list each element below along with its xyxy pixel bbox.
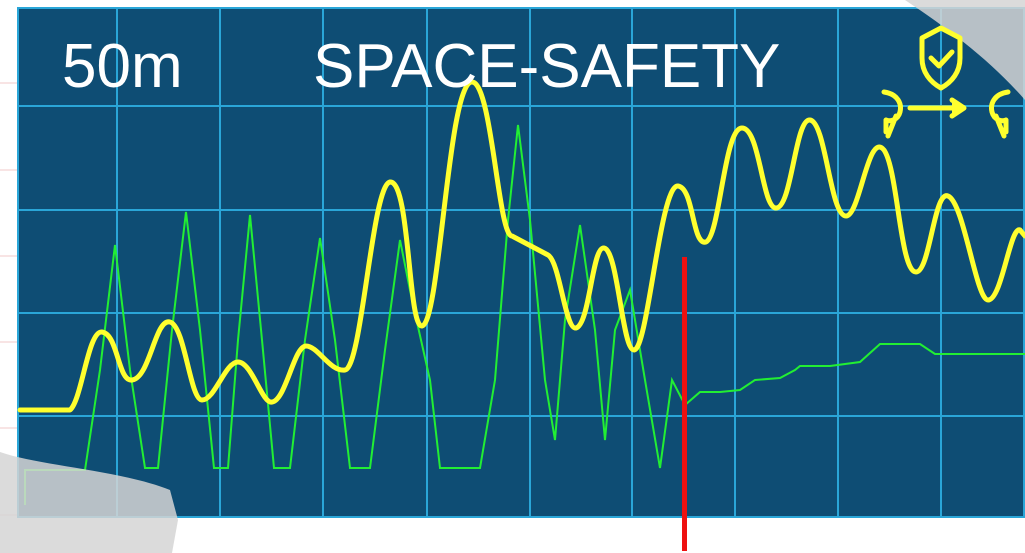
decor-shape-left <box>0 452 178 553</box>
distance-readout: 50m <box>62 32 183 101</box>
mode-title: SPACE-SAFETY <box>313 32 781 101</box>
coupling-arrow-icon <box>881 89 1011 139</box>
decor-shape-right <box>905 0 1025 100</box>
secondary-trace <box>24 124 1025 505</box>
oscilloscope-panel <box>17 7 1025 518</box>
position-marker <box>682 257 687 551</box>
primary-trace <box>17 79 1025 413</box>
waveform-plot <box>17 7 1025 518</box>
shield-check-icon <box>919 25 963 91</box>
